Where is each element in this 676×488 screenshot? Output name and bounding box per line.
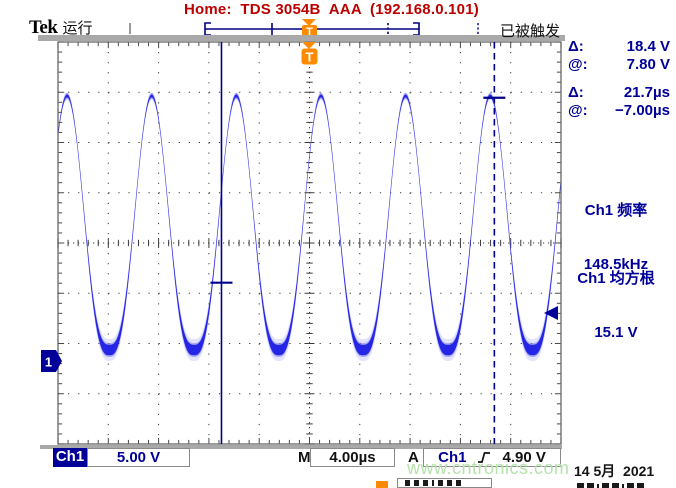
clipped-orange-marker — [376, 481, 388, 488]
delta-v-label: Δ: — [568, 38, 584, 55]
trigger-readout: Ch1 4.90 V — [423, 448, 561, 467]
at-t-label: @: — [568, 102, 588, 119]
graticule-grid — [57, 41, 562, 445]
ch1-rms-measurement: Ch1 均方根 15.1 V — [560, 234, 672, 378]
ch1-rms-value: 15.1 V — [594, 324, 638, 341]
trigger-display-flag-label: T — [306, 50, 314, 65]
ch1-reference-marker[interactable]: 1 — [41, 350, 62, 372]
trigger-a-label: A — [408, 449, 419, 466]
trigger-position-flag-top[interactable]: T — [302, 19, 317, 38]
ch1-rms-label: Ch1 均方根 — [577, 270, 655, 287]
ch1-badge[interactable]: Ch1 — [53, 448, 87, 467]
ch1-frequency-label: Ch1 频率 — [584, 202, 648, 219]
record-view-bar: T — [129, 19, 479, 38]
trigger-source: Ch1 — [438, 449, 467, 466]
trigger-status: 已被触发 — [500, 23, 561, 40]
trigger-position-flag-display[interactable]: T — [301, 42, 318, 65]
trigger-top-flag-label: T — [306, 26, 313, 38]
at-v-value: 7.80 V — [626, 56, 670, 73]
trigger-top-triangle-icon — [302, 19, 316, 26]
delta-v-row: Δ: 18.4 V — [568, 38, 670, 56]
timebase-label: M — [298, 449, 311, 466]
at-v-label: @: — [568, 56, 588, 73]
trigger-level-value: 4.90 V — [502, 449, 546, 466]
at-t-row: @: −7.00µs — [568, 102, 670, 120]
clipped-menu-box — [397, 478, 492, 488]
date-display: 14 5月 2021 — [574, 463, 655, 479]
delta-t-row: Δ: 21.7µs — [568, 84, 670, 102]
rising-edge-icon — [478, 452, 491, 463]
bezel-top — [38, 35, 565, 41]
bezel-bottom — [40, 445, 562, 449]
at-t-value: −7.00µs — [615, 102, 670, 119]
at-v-row: @: 7.80 V — [568, 56, 670, 74]
clipped-time-text — [577, 483, 644, 488]
delta-t-value: 21.7µs — [623, 84, 670, 101]
tek-logo: Tek — [29, 17, 58, 38]
trigger-display-triangle-icon — [302, 42, 316, 49]
page-title: Home: TDS 3054B AAA (192.168.0.101) — [184, 1, 479, 18]
ch1-ref-label: 1 — [45, 355, 52, 370]
delta-v-value: 18.4 V — [626, 38, 670, 55]
ch1-ref-flag-icon — [41, 350, 62, 372]
ch1-scale-readout: 5.00 V — [87, 448, 190, 467]
watermark: www.cntronics.com — [407, 458, 570, 478]
ch1-frequency-value: 148.5kHz — [583, 256, 649, 273]
timebase-readout: 4.00µs — [310, 448, 395, 467]
status-left: Tek 运行 — [29, 17, 92, 39]
cursor-layer — [210, 42, 506, 444]
ch1-frequency-measurement: Ch1 频率 148.5kHz — [560, 166, 672, 310]
delta-t-label: Δ: — [568, 84, 584, 101]
run-status: 运行 — [62, 20, 93, 37]
trigger-level-arrow-icon[interactable] — [544, 306, 558, 320]
